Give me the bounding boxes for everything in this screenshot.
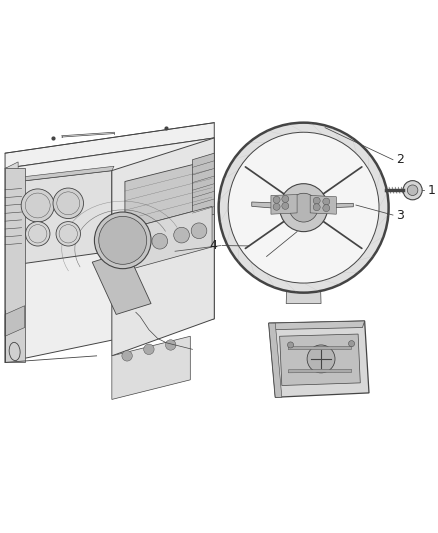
Circle shape [313,204,320,211]
Circle shape [219,123,389,293]
Circle shape [191,223,207,239]
Polygon shape [323,203,353,208]
Polygon shape [92,251,151,314]
Circle shape [99,216,147,264]
Circle shape [279,184,328,232]
Circle shape [166,340,176,350]
Text: 5: 5 [255,251,264,264]
Polygon shape [310,196,336,214]
Circle shape [282,196,289,203]
Circle shape [174,227,189,243]
Polygon shape [279,334,360,385]
Polygon shape [18,171,112,264]
Polygon shape [125,160,212,229]
Polygon shape [271,195,297,214]
Circle shape [273,203,280,211]
Polygon shape [288,346,352,350]
Polygon shape [5,306,25,336]
Circle shape [53,188,84,219]
Circle shape [403,181,422,200]
Circle shape [273,196,280,203]
Polygon shape [192,153,214,221]
Circle shape [323,205,330,212]
Circle shape [25,222,50,246]
Polygon shape [5,123,214,168]
Polygon shape [5,162,18,362]
Text: 2: 2 [396,153,404,166]
Circle shape [287,342,293,348]
Text: 3: 3 [396,208,404,222]
Text: 1: 1 [427,184,435,197]
Circle shape [95,212,151,269]
Polygon shape [288,369,352,373]
Circle shape [282,203,289,209]
Circle shape [122,351,132,361]
Polygon shape [286,232,321,304]
Polygon shape [112,336,190,399]
Polygon shape [112,138,214,356]
Circle shape [307,345,335,373]
Polygon shape [125,206,212,271]
Circle shape [313,197,320,204]
Circle shape [407,185,418,196]
Polygon shape [5,138,214,362]
Polygon shape [269,321,365,330]
Text: 4: 4 [209,239,217,252]
Circle shape [130,239,146,255]
Circle shape [152,233,168,249]
Circle shape [228,132,379,283]
Circle shape [21,189,54,222]
Circle shape [56,222,81,246]
Polygon shape [269,321,369,397]
Circle shape [349,341,355,346]
Circle shape [144,344,154,354]
Polygon shape [252,202,284,209]
Circle shape [323,198,330,205]
Polygon shape [5,168,25,362]
Polygon shape [18,166,114,182]
Polygon shape [269,323,282,397]
Circle shape [289,193,318,222]
